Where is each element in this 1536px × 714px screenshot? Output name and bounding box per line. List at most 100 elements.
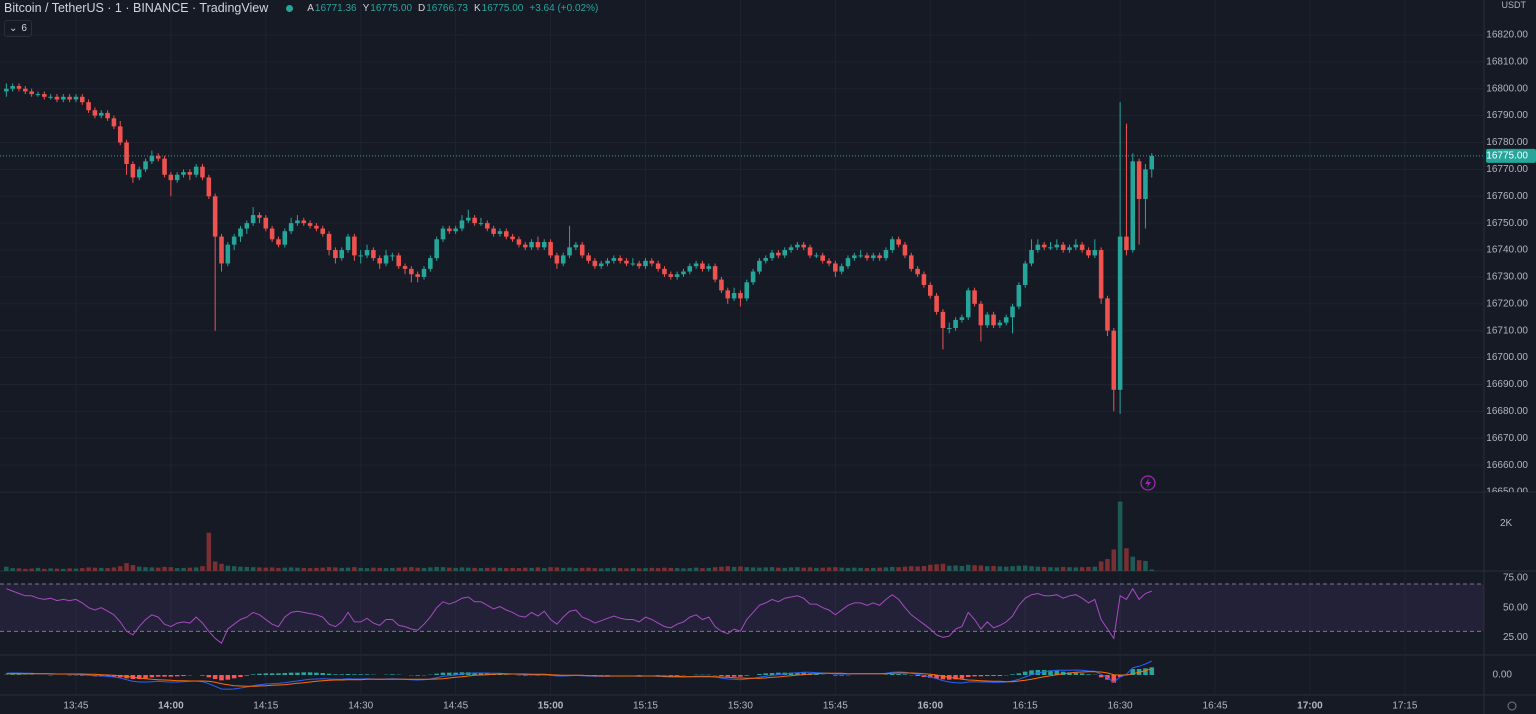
- volume-bar: [1041, 566, 1047, 571]
- candle-body: [168, 174, 174, 181]
- macd-histogram: [991, 675, 996, 676]
- candle-body: [795, 244, 800, 248]
- candle-body: [788, 247, 794, 251]
- volume-bar: [92, 567, 98, 571]
- volume-bar: [48, 568, 53, 571]
- candle-body: [1086, 250, 1091, 256]
- volume-bar: [440, 567, 446, 571]
- volume-bar: [871, 567, 876, 571]
- currency-label[interactable]: USDT: [1501, 0, 1527, 10]
- candle-body: [1117, 236, 1123, 390]
- macd-histogram: [415, 675, 420, 676]
- candle-body: [497, 231, 503, 234]
- candle-body: [491, 228, 496, 234]
- candle-body: [149, 155, 155, 162]
- symbol-title[interactable]: Bitcoin / TetherUS · 1 · BINANCE · Tradi…: [4, 1, 269, 15]
- candle-body: [915, 268, 920, 275]
- last-price-label: 16775.00: [1486, 151, 1528, 162]
- candles: [4, 83, 1155, 415]
- y-tick-label: 0.00: [1493, 670, 1513, 681]
- volume-bar: [459, 567, 465, 571]
- candle-body: [510, 236, 515, 240]
- volume-bar: [453, 567, 458, 571]
- y-tick-label: 16700.00: [1486, 352, 1528, 363]
- candle-body: [852, 255, 857, 259]
- candle-body: [79, 96, 85, 103]
- volume-bar: [782, 567, 787, 571]
- candle-body: [522, 244, 528, 248]
- macd-histogram: [174, 675, 180, 677]
- candle-body: [98, 112, 104, 116]
- candle-body: [428, 258, 433, 269]
- candle-body: [92, 110, 98, 116]
- macd-histogram: [997, 675, 1003, 676]
- candle-body: [383, 255, 389, 264]
- candle-body: [105, 112, 110, 119]
- macd-histogram: [1073, 672, 1079, 675]
- candle-body: [117, 126, 123, 143]
- macd-histogram: [953, 675, 958, 680]
- candle-body: [617, 258, 623, 261]
- candle-body: [276, 239, 281, 245]
- candle-body: [130, 164, 136, 178]
- rsi-line: [6, 587, 1152, 644]
- candle-body: [162, 158, 167, 175]
- candle-body: [959, 317, 965, 320]
- volume-bar: [130, 565, 136, 571]
- macd-histogram: [1079, 673, 1085, 675]
- candle-body: [535, 241, 541, 248]
- macd-histogram: [1048, 670, 1053, 675]
- macd-histogram: [795, 672, 800, 675]
- volume-bar: [1035, 566, 1041, 571]
- volume-bar: [662, 567, 667, 571]
- volume-bar: [263, 567, 269, 571]
- candle-body: [10, 86, 15, 89]
- volume-bar: [250, 567, 256, 571]
- candle-body: [200, 166, 205, 178]
- candle-body: [573, 244, 579, 248]
- candle-body: [364, 250, 370, 256]
- candle-body: [61, 96, 66, 100]
- indicator-count: 6: [21, 23, 27, 34]
- volume-bar: [921, 565, 927, 571]
- volume-bar: [1143, 560, 1148, 571]
- candle-body: [750, 271, 756, 283]
- candle-body: [668, 274, 674, 277]
- volume-bar: [927, 564, 933, 571]
- x-tick-label: 13:45: [63, 701, 88, 712]
- candle-body: [927, 284, 933, 296]
- volume-bar: [1105, 559, 1110, 571]
- volume-bar: [339, 567, 345, 571]
- volume-bar: [485, 567, 490, 571]
- macd-histogram: [105, 675, 110, 677]
- candle-body: [269, 228, 275, 240]
- ohlc-key: K: [473, 2, 481, 14]
- macd-histogram: [776, 672, 781, 675]
- candle-body: [833, 263, 838, 272]
- volume-bar: [162, 566, 167, 571]
- y-tick-label: 16740.00: [1486, 245, 1528, 256]
- candle-body: [516, 239, 522, 245]
- volume-bar: [1136, 560, 1142, 571]
- indicators-toggle[interactable]: ⌄ 6: [4, 20, 32, 37]
- volume-bar: [560, 567, 566, 571]
- volume-bar: [29, 568, 34, 571]
- volume-bar: [1098, 561, 1104, 571]
- y-tick-label: 16680.00: [1486, 406, 1528, 417]
- candle-body: [877, 255, 882, 259]
- volume-bar: [864, 568, 870, 571]
- candle-body: [902, 244, 908, 256]
- candle-body: [212, 196, 218, 237]
- volume-bar: [1067, 567, 1072, 571]
- macd-histogram: [744, 675, 750, 676]
- volume-bar: [244, 566, 250, 571]
- settings-icon[interactable]: [1507, 701, 1517, 711]
- macd-histogram: [282, 673, 288, 675]
- volume-bar: [345, 567, 351, 571]
- candle-body: [839, 266, 844, 272]
- macd-histogram: [206, 675, 212, 678]
- volume-bar: [1060, 566, 1066, 571]
- candle-body: [693, 263, 699, 267]
- candle-body: [946, 328, 952, 329]
